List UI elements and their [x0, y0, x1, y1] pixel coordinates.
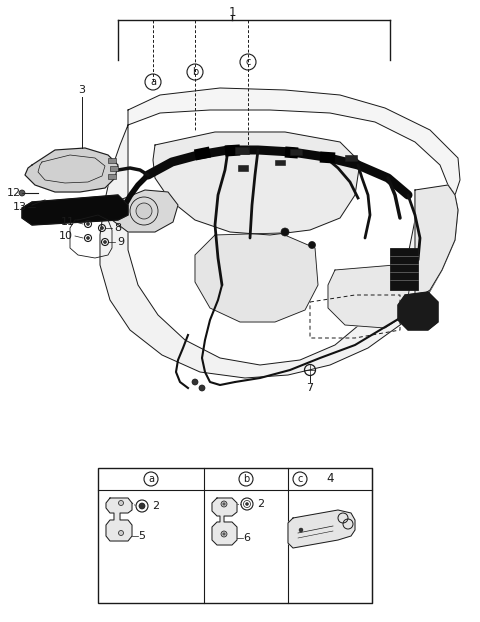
Text: 4: 4 [326, 473, 334, 486]
Polygon shape [106, 498, 132, 541]
Text: 2: 2 [257, 499, 264, 509]
Polygon shape [128, 88, 460, 195]
Text: 5: 5 [139, 531, 145, 541]
Bar [238, 165, 248, 171]
Text: a: a [148, 474, 154, 484]
Text: 7: 7 [306, 383, 313, 393]
Text: 1: 1 [228, 6, 236, 19]
Polygon shape [288, 510, 355, 548]
Circle shape [136, 203, 152, 219]
Text: c: c [245, 57, 251, 67]
Text: b: b [192, 67, 198, 77]
Circle shape [100, 226, 104, 230]
Polygon shape [212, 498, 237, 545]
Polygon shape [22, 195, 128, 225]
Circle shape [139, 503, 145, 509]
Bar [235, 147, 249, 154]
Bar [345, 155, 357, 161]
Circle shape [119, 501, 123, 506]
Text: 10: 10 [59, 231, 73, 241]
Circle shape [309, 241, 315, 249]
Bar [275, 160, 285, 165]
Text: b: b [243, 474, 249, 484]
Polygon shape [398, 292, 438, 330]
Polygon shape [415, 185, 458, 300]
Text: 8: 8 [114, 223, 121, 233]
Text: 2: 2 [153, 501, 159, 511]
Polygon shape [328, 265, 410, 328]
Circle shape [221, 531, 227, 537]
Circle shape [281, 228, 289, 236]
Text: c: c [297, 474, 303, 484]
Text: 6: 6 [243, 533, 251, 543]
Polygon shape [195, 233, 318, 322]
Text: 3: 3 [79, 85, 85, 95]
Circle shape [221, 501, 227, 507]
Bar [108, 158, 116, 163]
Circle shape [119, 531, 123, 536]
Polygon shape [153, 132, 360, 235]
Text: 13: 13 [13, 202, 27, 212]
Text: a: a [150, 77, 156, 87]
Circle shape [86, 223, 89, 226]
Text: 12: 12 [7, 188, 21, 198]
Polygon shape [25, 148, 118, 192]
Bar [110, 166, 118, 171]
Circle shape [199, 385, 205, 391]
FancyBboxPatch shape [390, 248, 418, 290]
Text: 9: 9 [118, 237, 125, 247]
Circle shape [104, 241, 107, 243]
Circle shape [86, 236, 89, 239]
Circle shape [192, 379, 198, 385]
Polygon shape [110, 190, 178, 232]
Circle shape [223, 503, 225, 505]
Bar [290, 149, 302, 155]
Text: 11: 11 [61, 217, 75, 227]
Circle shape [299, 528, 303, 532]
Circle shape [223, 533, 225, 535]
Circle shape [19, 190, 25, 196]
Circle shape [245, 503, 249, 506]
Bar [108, 174, 116, 179]
Bar [98, 468, 372, 603]
Polygon shape [100, 125, 458, 378]
